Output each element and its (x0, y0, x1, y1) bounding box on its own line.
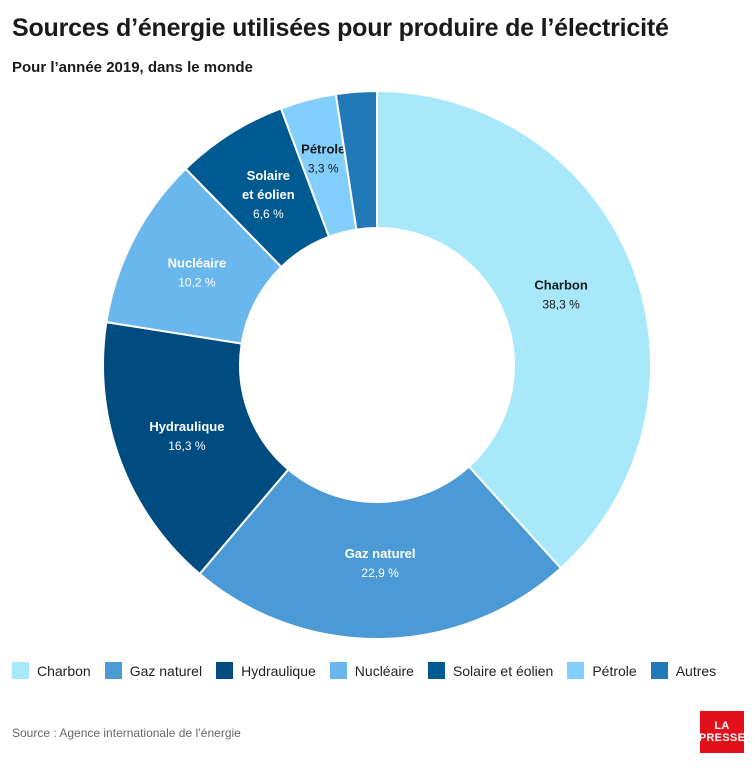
slice-label-2: Hydraulique 16,3 % (149, 419, 224, 453)
source-note: Source : Agence internationale de l’éner… (12, 726, 241, 740)
legend-swatch (12, 662, 29, 679)
legend-swatch (427, 662, 445, 679)
la-presse-logo: LA PRESSE (698, 711, 746, 753)
legend-swatch (650, 662, 668, 679)
slice-hydraulique (102, 320, 290, 576)
chart-legend: Charbon Gaz naturel Hydraulique Nucléaire So… (12, 662, 730, 679)
slice-label-3: Nucléaire 10,2 % (168, 255, 227, 289)
legend-swatch (329, 662, 347, 679)
legend-label: Gaz naturel (129, 662, 203, 679)
legend-label: Nucléaire (354, 662, 414, 679)
legend-item: Solaire et éolien (427, 662, 554, 679)
slice-gaz-naturel (198, 465, 563, 640)
legend-swatch (567, 662, 585, 679)
legend-item: Charbon (12, 662, 91, 679)
slice-label-0: Charbon 38,3 % (534, 278, 588, 312)
slice-label-1: Gaz naturel 22,9 % (345, 546, 416, 580)
legend-label: Hydraulique (241, 662, 316, 679)
donut-chart: Charbon 38,3 % Gaz naturel 22,9 % Hydrauliqu… (102, 89, 652, 640)
legend-label: Charbon (37, 662, 91, 679)
legend-swatch (216, 662, 234, 679)
legend-label: Pétrole (592, 662, 637, 679)
chart-title: Sources d’énergie utilisées pour produir… (12, 14, 669, 42)
slice-autres (334, 89, 378, 231)
legend-item: Gaz naturel (104, 662, 203, 679)
legend-label: Solaire et éolien (452, 662, 554, 679)
legend-item: Autres (650, 662, 717, 679)
slice-label-4: Solaire et éolien 6,6 % (242, 168, 295, 221)
legend-item: Hydraulique (216, 662, 316, 679)
legend-item: Pétrole (567, 662, 637, 679)
logo-line-1: LA (714, 720, 730, 732)
slice-label-5: Pétrole 3,3 % (301, 142, 345, 176)
legend-label: Autres (675, 662, 717, 679)
legend-swatch (104, 662, 122, 679)
logo-line-2: PRESSE (698, 732, 746, 744)
chart-subtitle: Pour l’année 2019, dans le monde (12, 59, 253, 76)
slice-charbon (376, 89, 652, 570)
legend-item: Nucléaire (329, 662, 414, 679)
